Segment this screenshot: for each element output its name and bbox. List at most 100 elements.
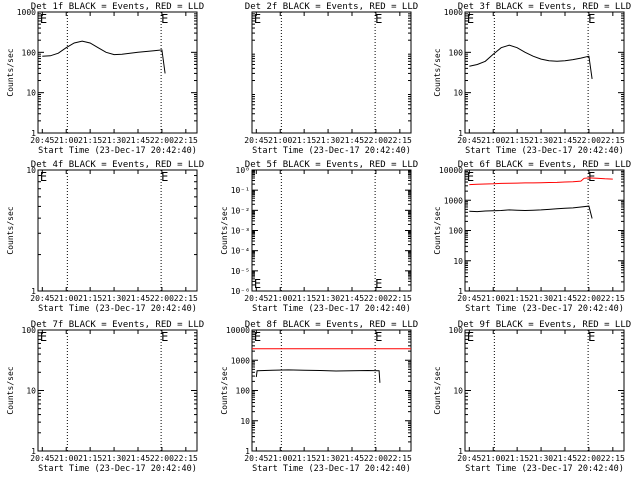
x-tick-label: 20:45 bbox=[30, 294, 54, 303]
event-marker-label: E bbox=[467, 12, 474, 26]
plot-frame bbox=[464, 329, 625, 452]
x-tick-label: 21:00 bbox=[481, 454, 505, 463]
events-series-line bbox=[469, 44, 593, 79]
x-tick-label: 22:15 bbox=[388, 294, 412, 303]
x-tick-label: 21:15 bbox=[78, 294, 102, 303]
y-tick-label: 1 bbox=[31, 447, 36, 456]
x-tick-label: 21:00 bbox=[268, 294, 292, 303]
x-axis-label: Start Time (23-Dec-17 20:42:40) bbox=[465, 304, 624, 314]
x-tick-label: 22:00 bbox=[577, 454, 601, 463]
y-axis-label: Counts/sec bbox=[433, 206, 442, 254]
x-tick-label: 21:45 bbox=[126, 294, 150, 303]
event-marker-label: E bbox=[40, 170, 47, 184]
x-tick-label: 20:45 bbox=[244, 136, 268, 145]
x-tick-label: 21:45 bbox=[553, 136, 577, 145]
y-tick-label: 10000 bbox=[439, 166, 463, 175]
y-tick-label: 10 bbox=[453, 257, 463, 266]
event-marker-label: E bbox=[161, 170, 168, 184]
x-tick-label: 20:45 bbox=[244, 294, 268, 303]
events-series-line bbox=[469, 205, 593, 219]
x-tick-label: 21:30 bbox=[529, 454, 553, 463]
panel-title: Det 4f BLACK = Events, RED = LLD bbox=[31, 160, 204, 170]
x-tick-label: 21:00 bbox=[481, 294, 505, 303]
x-tick-label: 21:30 bbox=[102, 294, 126, 303]
x-axis-label: Start Time (23-Dec-17 20:42:40) bbox=[38, 304, 197, 314]
event-marker-label: E bbox=[375, 330, 382, 344]
event-marker-label: E bbox=[467, 170, 474, 184]
x-tick-label: 21:00 bbox=[268, 454, 292, 463]
x-axis-label: Start Time (23-Dec-17 20:42:40) bbox=[252, 464, 411, 474]
y-tick-label: 10 bbox=[240, 417, 250, 426]
y-axis-label: Counts/sec bbox=[433, 48, 442, 96]
y-axis-label: Counts/sec bbox=[6, 366, 15, 414]
y-tick-label: 100 bbox=[449, 48, 464, 57]
detector-panel-8: Det 8f BLACK = Events, RED = LLD 20:45 21:… bbox=[220, 320, 418, 474]
y-tick-label: 10000 bbox=[226, 326, 250, 335]
panel-title: Det 7f BLACK = Events, RED = LLD bbox=[31, 320, 204, 330]
event-marker-label: E bbox=[40, 330, 47, 344]
x-tick-label: 22:00 bbox=[364, 454, 388, 463]
x-axis-label: Start Time (23-Dec-17 20:42:40) bbox=[465, 146, 624, 156]
x-tick-label: 21:15 bbox=[505, 136, 529, 145]
event-marker-label: E bbox=[588, 12, 595, 26]
panel-title: Det 8f BLACK = Events, RED = LLD bbox=[245, 320, 418, 330]
x-tick-label: 21:45 bbox=[126, 454, 150, 463]
x-tick-label: 21:15 bbox=[505, 454, 529, 463]
plot-frame bbox=[251, 11, 412, 134]
event-marker-label: E bbox=[161, 12, 168, 26]
x-tick-label: 20:45 bbox=[244, 454, 268, 463]
plot-frame bbox=[37, 11, 198, 134]
y-tick-label: 100 bbox=[449, 326, 464, 335]
event-marker-label: E bbox=[254, 277, 261, 291]
y-tick-label: 10⁻³ bbox=[231, 227, 250, 236]
y-tick-label: 10⁻⁵ bbox=[231, 267, 250, 276]
x-tick-label: 22:15 bbox=[388, 454, 412, 463]
y-tick-label: 10 bbox=[26, 89, 36, 98]
x-tick-label: 21:15 bbox=[78, 454, 102, 463]
x-tick-label: 21:00 bbox=[54, 136, 78, 145]
y-tick-label: 1000 bbox=[231, 356, 250, 365]
x-tick-label: 21:45 bbox=[340, 136, 364, 145]
plot-frame bbox=[251, 329, 412, 452]
event-marker-label: E bbox=[161, 330, 168, 344]
y-axis-label: Counts/sec bbox=[6, 48, 15, 96]
event-marker-label: E bbox=[467, 330, 474, 344]
event-marker-label: E bbox=[588, 170, 595, 184]
event-marker-label: E bbox=[40, 12, 47, 26]
x-tick-label: 21:15 bbox=[292, 136, 316, 145]
x-tick-label: 21:00 bbox=[54, 294, 78, 303]
x-tick-label: 21:30 bbox=[529, 294, 553, 303]
x-tick-label: 21:15 bbox=[292, 294, 316, 303]
x-tick-label: 21:45 bbox=[340, 294, 364, 303]
x-tick-label: 22:15 bbox=[601, 454, 625, 463]
x-tick-label: 21:30 bbox=[529, 136, 553, 145]
x-tick-label: 21:00 bbox=[54, 454, 78, 463]
x-axis-label: Start Time (23-Dec-17 20:42:40) bbox=[38, 464, 197, 474]
events-series-line bbox=[255, 369, 381, 383]
y-tick-label: 1 bbox=[458, 447, 463, 456]
event-marker-label: E bbox=[375, 12, 382, 26]
plot-frame bbox=[251, 169, 412, 292]
x-tick-label: 22:00 bbox=[577, 294, 601, 303]
event-marker-label: E bbox=[375, 277, 382, 291]
x-tick-label: 21:30 bbox=[316, 294, 340, 303]
y-axis-label: Counts/sec bbox=[433, 366, 442, 414]
panel-title: Det 6f BLACK = Events, RED = LLD bbox=[458, 160, 631, 170]
x-tick-label: 21:45 bbox=[126, 136, 150, 145]
x-tick-label: 20:45 bbox=[30, 136, 54, 145]
panel-title: Det 5f BLACK = Events, RED = LLD bbox=[245, 160, 418, 170]
y-tick-label: 1 bbox=[458, 129, 463, 138]
x-tick-label: 20:45 bbox=[30, 454, 54, 463]
x-tick-label: 21:30 bbox=[102, 454, 126, 463]
x-tick-label: 21:00 bbox=[268, 136, 292, 145]
x-tick-label: 21:45 bbox=[553, 294, 577, 303]
plot-frame bbox=[464, 169, 625, 292]
x-tick-label: 22:15 bbox=[174, 454, 198, 463]
x-axis-label: Start Time (23-Dec-17 20:42:40) bbox=[252, 146, 411, 156]
y-tick-label: 10 bbox=[453, 89, 463, 98]
x-tick-label: 22:15 bbox=[174, 294, 198, 303]
x-tick-label: 21:00 bbox=[481, 136, 505, 145]
